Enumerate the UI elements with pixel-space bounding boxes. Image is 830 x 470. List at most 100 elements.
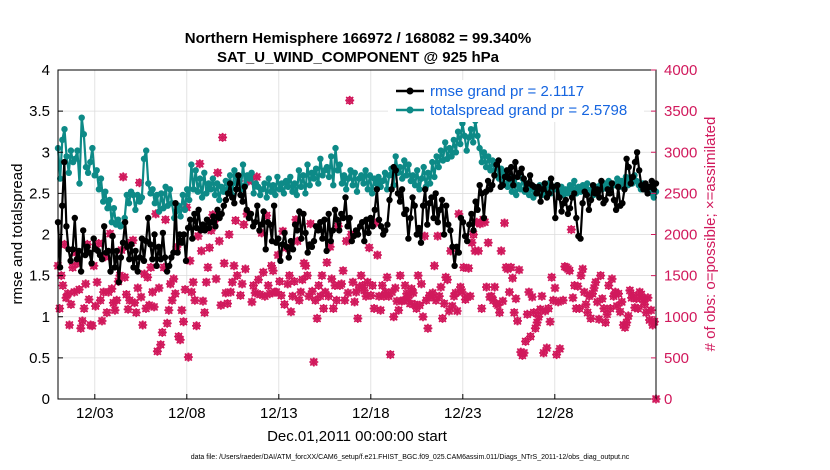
obs-point <box>581 299 591 309</box>
y-tick-label-left: 4 <box>42 62 50 79</box>
totalspread-point <box>386 172 393 179</box>
totalspread-point <box>478 158 485 166</box>
y-tick-label-right: 1000 <box>664 309 697 326</box>
rmse-point <box>105 247 112 255</box>
totalspread-point <box>138 194 146 201</box>
totalspread-point <box>338 180 346 187</box>
rmse-point <box>163 268 171 275</box>
rmse-point <box>440 231 448 238</box>
obs-point <box>601 318 610 327</box>
rmse-point <box>294 227 301 234</box>
obs-point <box>442 275 452 285</box>
obs-assimilated-marker <box>493 300 503 310</box>
totalspread-point <box>250 190 257 197</box>
rmse-point <box>237 191 244 199</box>
obs-possible-marker <box>280 300 289 309</box>
obs-assimilated-marker <box>60 239 69 249</box>
obs-point <box>317 271 327 281</box>
obs-assimilated-marker <box>188 277 198 287</box>
rmse-point <box>71 214 79 222</box>
totalspread-point <box>110 205 118 212</box>
rmse-point <box>126 256 133 263</box>
rmse-point <box>121 219 129 226</box>
rmse-point <box>382 227 389 234</box>
obs-point <box>133 283 143 293</box>
totalspread-point <box>435 163 442 171</box>
obs-assimilated-marker <box>161 215 170 225</box>
obs-point <box>423 323 433 333</box>
obs-possible-marker <box>526 332 535 341</box>
obs-point <box>87 321 97 331</box>
obs-possible-marker <box>156 340 165 349</box>
rmse-point <box>262 246 269 253</box>
obs-possible-marker <box>591 278 600 287</box>
obs-possible-marker <box>569 293 577 302</box>
obs-assimilated-marker <box>310 295 320 305</box>
rmse-point <box>566 205 574 212</box>
obs-point <box>574 304 584 313</box>
obs-assimilated-marker <box>597 294 607 304</box>
obs-point <box>337 279 346 289</box>
rmse-point <box>258 221 265 228</box>
rmse-point <box>130 264 137 271</box>
obs-point <box>483 238 493 248</box>
obs-assimilated-marker <box>89 261 99 271</box>
totalspread-point <box>145 180 152 187</box>
obs-assimilated-marker <box>105 229 115 239</box>
rmse-point <box>218 210 225 218</box>
obs-possible-marker <box>546 317 554 326</box>
obs-point <box>223 299 232 309</box>
obs-assimilated-marker <box>434 291 444 301</box>
obs-assimilated-marker <box>438 313 447 323</box>
rmse-point <box>247 210 255 218</box>
obs-point <box>506 262 516 272</box>
obs-point <box>482 282 491 292</box>
totalspread-point <box>192 167 199 174</box>
obs-possible-marker <box>624 312 633 320</box>
rmse-point <box>101 223 108 230</box>
obs-assimilated-marker <box>162 318 172 328</box>
obs-assimilated-marker <box>76 323 86 333</box>
obs-assimilated-marker <box>175 335 185 345</box>
obs-possible-marker <box>148 288 157 296</box>
rmse-point <box>407 214 414 222</box>
obs-point <box>315 291 325 301</box>
obs-possible-marker <box>466 292 475 301</box>
obs-possible-marker <box>344 289 352 297</box>
totalspread-point <box>269 182 277 189</box>
totalspread-point <box>203 190 210 197</box>
obs-point <box>183 352 193 362</box>
obs-possible-marker <box>215 237 224 245</box>
rmse-point <box>508 163 515 171</box>
footnote: data file: /Users/raeder/DAI/ATM_forcXX/… <box>191 454 630 461</box>
totalspread-point <box>166 186 174 193</box>
obs-possible-marker <box>169 275 178 283</box>
obs-point <box>198 296 208 306</box>
obs-possible-marker <box>415 301 424 310</box>
rmse-point <box>336 227 343 234</box>
rmse-point <box>472 198 479 205</box>
totalspread-point <box>351 169 358 176</box>
obs-point <box>415 300 425 310</box>
obs-assimilated-marker <box>565 266 575 276</box>
rmse-point <box>422 186 429 193</box>
obs-possible-marker <box>223 299 232 308</box>
obs-point <box>224 230 234 239</box>
obs-possible-marker <box>138 321 147 329</box>
obs-point <box>289 276 299 286</box>
y-tick-label-left: 2.5 <box>29 185 50 202</box>
obs-possible-marker <box>259 268 268 277</box>
obs-point <box>348 277 358 287</box>
totalspread-point <box>383 186 391 193</box>
obs-possible-marker <box>194 232 202 240</box>
obs-assimilated-marker <box>529 308 539 318</box>
obs-assimilated-marker <box>599 304 609 313</box>
rmse-point <box>304 249 311 256</box>
rmse-point <box>556 194 563 201</box>
rmse-point <box>212 223 219 230</box>
obs-assimilated-marker <box>537 291 547 301</box>
rmse-point <box>495 157 502 164</box>
obs-possible-marker <box>505 288 514 296</box>
obs-possible-marker <box>65 321 74 329</box>
obs-assimilated-marker <box>612 301 622 311</box>
